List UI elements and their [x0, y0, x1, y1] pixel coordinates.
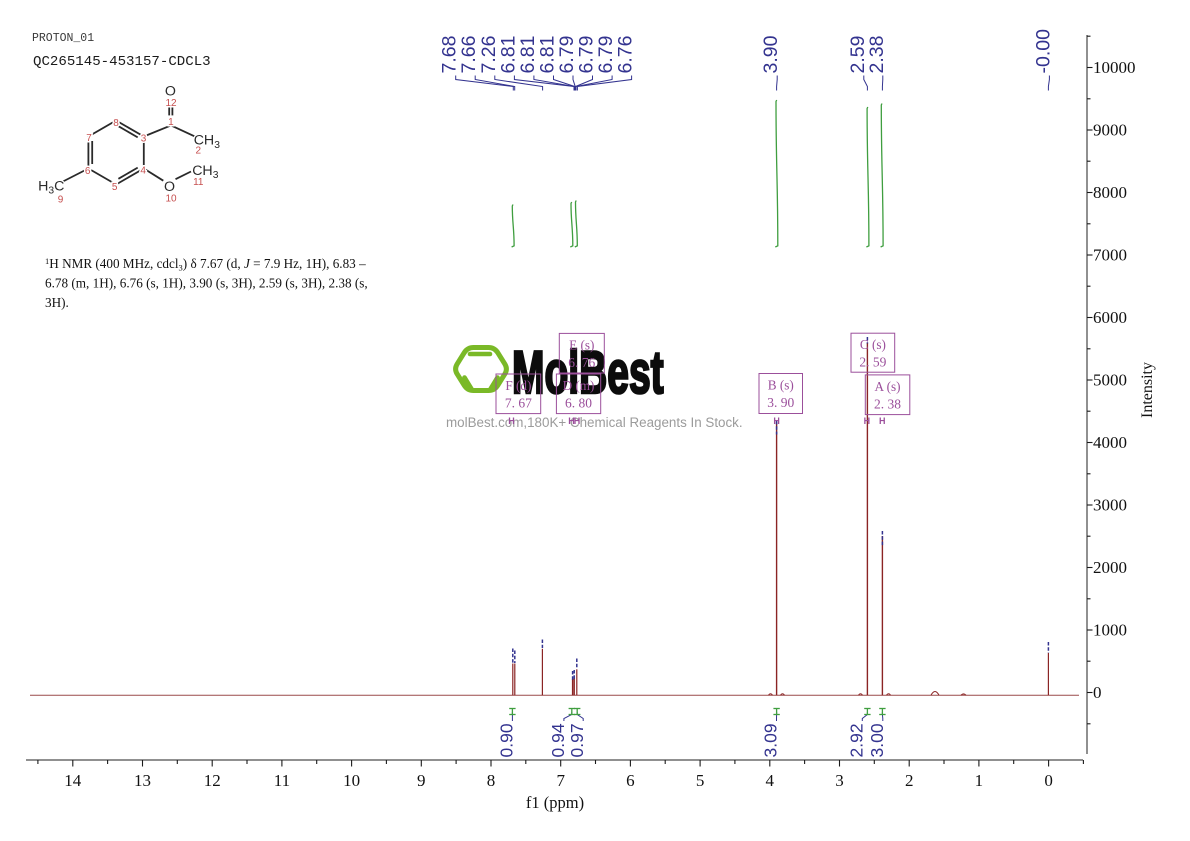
svg-text:5: 5	[696, 771, 705, 790]
svg-text:0: 0	[1093, 683, 1102, 702]
svg-text:3. 90: 3. 90	[767, 395, 794, 410]
svg-text:7000: 7000	[1093, 246, 1127, 265]
svg-text:E (s): E (s)	[569, 337, 594, 352]
svg-text:O: O	[165, 83, 176, 99]
svg-text:3: 3	[141, 134, 147, 145]
svg-text:H: H	[879, 416, 886, 426]
svg-text:12: 12	[165, 98, 177, 109]
svg-text:1: 1	[168, 117, 174, 128]
svg-text:6.79: 6.79	[556, 36, 578, 74]
svg-text:Intensity: Intensity	[1139, 362, 1156, 418]
svg-text:6.81: 6.81	[497, 36, 519, 74]
svg-text:9: 9	[417, 771, 426, 790]
svg-text:-0.00: -0.00	[1032, 29, 1054, 74]
svg-text:QC265145-453157-CDCL3: QC265145-453157-CDCL3	[33, 54, 211, 70]
svg-text:11: 11	[274, 771, 290, 790]
svg-text:12: 12	[204, 771, 221, 790]
svg-text:1H NMR (400 MHz, cdcl3) δ 7.67: 1H NMR (400 MHz, cdcl3) δ 7.67 (d, J = 7…	[45, 256, 366, 273]
svg-text:11: 11	[193, 177, 204, 188]
svg-text:O: O	[164, 179, 175, 195]
svg-text:H: H	[508, 416, 515, 426]
svg-text:6.79: 6.79	[576, 36, 598, 74]
svg-text:H: H	[568, 416, 575, 426]
svg-text:0.97: 0.97	[567, 723, 587, 757]
svg-text:6: 6	[626, 771, 635, 790]
svg-text:2.92: 2.92	[846, 723, 866, 757]
svg-text:2. 38: 2. 38	[874, 396, 901, 411]
svg-text:0.94: 0.94	[548, 723, 568, 757]
svg-text:H: H	[773, 416, 780, 426]
svg-text:6.79: 6.79	[595, 36, 617, 74]
svg-text:f1 (ppm): f1 (ppm)	[526, 793, 584, 812]
svg-text:5000: 5000	[1093, 371, 1127, 390]
svg-text:2. 59: 2. 59	[859, 355, 886, 370]
svg-text:7: 7	[86, 133, 92, 144]
svg-text:14: 14	[64, 771, 82, 790]
svg-text:H: H	[864, 416, 871, 426]
svg-text:2.38: 2.38	[866, 36, 888, 74]
svg-text:4: 4	[140, 166, 146, 177]
svg-text:C (s): C (s)	[860, 337, 886, 352]
svg-text:1000: 1000	[1093, 621, 1127, 640]
svg-text:6. 76: 6. 76	[568, 355, 595, 370]
svg-text:13: 13	[134, 771, 151, 790]
svg-text:2: 2	[196, 146, 202, 157]
svg-text:6.76: 6.76	[615, 36, 637, 74]
svg-text:D (m): D (m)	[563, 378, 595, 393]
svg-text:6: 6	[85, 166, 91, 177]
svg-text:CH3: CH3	[194, 133, 221, 151]
svg-text:2: 2	[905, 771, 914, 790]
svg-text:9000: 9000	[1093, 121, 1127, 140]
svg-text:1: 1	[975, 771, 984, 790]
svg-text:A (s): A (s)	[874, 379, 900, 394]
svg-text:5: 5	[112, 182, 118, 193]
svg-text:7: 7	[556, 771, 565, 790]
svg-text:6. 80: 6. 80	[565, 396, 592, 411]
svg-text:3.09: 3.09	[761, 723, 781, 757]
svg-text:3H).: 3H).	[45, 295, 69, 310]
svg-text:3000: 3000	[1093, 496, 1127, 515]
svg-text:MolBest: MolBest	[512, 338, 664, 406]
svg-text:7.26: 7.26	[478, 36, 500, 74]
svg-text:B (s): B (s)	[768, 378, 794, 393]
svg-text:8: 8	[487, 771, 496, 790]
svg-text:10: 10	[165, 194, 177, 205]
svg-text:molBest.com,180K+ Chemical Rea: molBest.com,180K+ Chemical Reagents In S…	[446, 415, 743, 430]
svg-text:H3C: H3C	[38, 179, 64, 197]
svg-text:7. 67: 7. 67	[505, 396, 532, 411]
svg-text:H: H	[574, 416, 581, 426]
svg-text:6.81: 6.81	[537, 36, 559, 74]
svg-text:0.90: 0.90	[496, 723, 516, 757]
svg-text:PROTON_01: PROTON_01	[32, 32, 94, 45]
svg-text:3.00: 3.00	[867, 723, 887, 757]
svg-text:4: 4	[766, 771, 775, 790]
svg-text:2000: 2000	[1093, 558, 1127, 577]
svg-text:7.66: 7.66	[458, 36, 480, 74]
svg-text:4000: 4000	[1093, 433, 1127, 452]
svg-text:0: 0	[1044, 771, 1053, 790]
svg-text:3.90: 3.90	[760, 35, 782, 73]
svg-text:6000: 6000	[1093, 308, 1127, 327]
svg-text:6.78 (m, 1H), 6.76 (s, 1H), 3.: 6.78 (m, 1H), 6.76 (s, 1H), 3.90 (s, 3H)…	[45, 276, 368, 291]
svg-text:10: 10	[343, 771, 360, 790]
svg-text:8: 8	[113, 118, 119, 129]
svg-text:7.68: 7.68	[439, 36, 461, 74]
svg-text:10000: 10000	[1093, 58, 1136, 77]
svg-text:8000: 8000	[1093, 183, 1127, 202]
svg-text:3: 3	[835, 771, 844, 790]
svg-text:6.81: 6.81	[517, 36, 539, 74]
svg-text:CH3: CH3	[192, 163, 219, 181]
svg-text:9: 9	[58, 195, 64, 206]
svg-text:2.59: 2.59	[847, 36, 869, 74]
svg-text:F (d): F (d)	[505, 378, 531, 393]
